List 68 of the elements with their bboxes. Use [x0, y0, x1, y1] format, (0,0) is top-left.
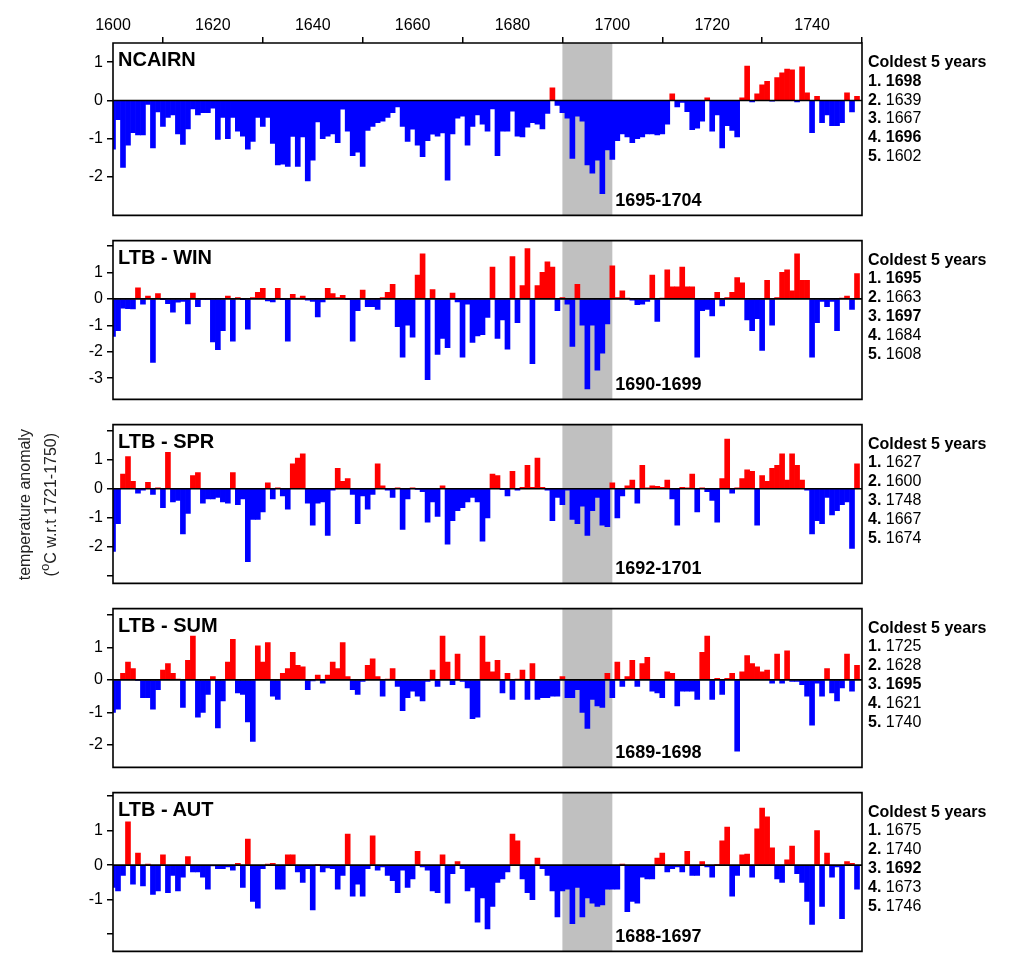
x-tick-label: 1660: [394, 15, 431, 33]
x-tick-label: 1640: [294, 15, 331, 33]
text: Coldest 5 years: [868, 618, 987, 638]
y-tick-label: -1: [88, 315, 104, 333]
chart-title: LTB - SUM: [118, 613, 218, 636]
text: 2. 1628: [868, 656, 922, 674]
text: 3. 1692: [868, 858, 922, 876]
y-tick-label: -3: [88, 368, 104, 386]
y-tick-label: 1: [94, 637, 104, 655]
annotation: 1695-1704: [615, 190, 702, 211]
text: 2. 1639: [868, 90, 922, 108]
chart-title: LTB - AUT: [118, 797, 214, 820]
x-tick-label: 1620: [195, 15, 231, 33]
text: 2. 1600: [868, 472, 922, 490]
y-tick-label: 0: [94, 289, 104, 307]
y-tick-label: -2: [88, 167, 104, 185]
x-tick-label: 1680: [494, 15, 531, 33]
y-tick-label: 0: [94, 670, 104, 688]
text: 5. 1602: [868, 146, 922, 164]
text: 1. 1725: [868, 637, 922, 655]
chart-title: LTB - WIN: [118, 245, 213, 268]
text: 4. 1667: [868, 509, 922, 527]
annotation: 1688-1697: [615, 926, 702, 947]
text: 1. 1627: [868, 453, 922, 471]
text: 3. 1667: [868, 109, 922, 127]
text: 4. 1621: [868, 693, 922, 711]
y-tick-label: 1: [94, 52, 104, 70]
text: 1. 1675: [868, 821, 922, 839]
text: 3. 1697: [868, 306, 922, 324]
text: Coldest 5 years: [868, 434, 987, 454]
y-tick-label: -1: [88, 508, 104, 526]
y-tick-label: 0: [94, 479, 104, 497]
text: 2. 1740: [868, 840, 922, 858]
x-tick-label: 1700: [594, 15, 631, 33]
text: Coldest 5 years: [868, 250, 987, 270]
annotation: 1690-1699: [615, 374, 702, 395]
text: 4. 1684: [868, 325, 922, 343]
text: 5. 1608: [868, 344, 922, 362]
text: 1. 1698: [868, 71, 922, 89]
annotation: 1692-1701: [615, 558, 702, 579]
y-tick-label: 1: [94, 820, 104, 838]
x-tick-label: 1740: [794, 15, 830, 33]
annotation: 1689-1698: [615, 742, 702, 763]
text: Coldest 5 years: [868, 53, 987, 72]
text: 5. 1746: [868, 896, 922, 914]
y-tick-label: -2: [88, 537, 104, 555]
text: 4. 1696: [868, 128, 922, 146]
text: 2. 1663: [868, 288, 922, 306]
y-tick-label: 1: [94, 449, 104, 467]
y-tick-label: -2: [88, 342, 104, 360]
x-tick-label: 1600: [95, 15, 131, 33]
x-tick-label: 1720: [694, 15, 731, 33]
chart-title: NCAIRN: [118, 48, 196, 70]
y-tick-label: 1: [94, 262, 104, 280]
text: 5. 1674: [868, 528, 922, 546]
y-tick-label: -1: [88, 890, 104, 908]
y-tick-label: -2: [88, 735, 104, 753]
text: 4. 1673: [868, 877, 922, 895]
text: 1. 1695: [868, 269, 922, 287]
text: 3. 1748: [868, 490, 922, 508]
y-tick-label: 0: [94, 855, 104, 873]
chart-title: LTB - SPR: [118, 429, 215, 452]
y-tick-label: 0: [94, 90, 104, 108]
text: 5. 1740: [868, 712, 922, 730]
y-tick-label: -1: [88, 129, 104, 147]
text: Coldest 5 years: [868, 802, 987, 822]
y-tick-label: -1: [88, 702, 104, 720]
text: 3. 1695: [868, 674, 922, 692]
